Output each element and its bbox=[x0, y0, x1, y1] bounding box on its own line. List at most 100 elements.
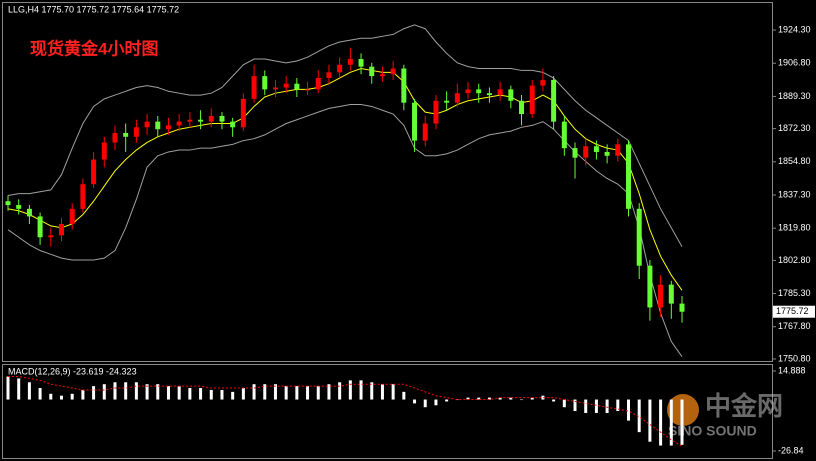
macd-bar bbox=[124, 382, 128, 400]
candle-body bbox=[551, 79, 557, 122]
macd-bar bbox=[231, 391, 235, 400]
candle-body bbox=[626, 144, 632, 209]
macd-bar bbox=[241, 388, 245, 400]
macd-bar bbox=[541, 395, 545, 400]
macd-bar bbox=[616, 399, 620, 412]
candle-body bbox=[305, 89, 311, 91]
macd-bar bbox=[145, 384, 149, 400]
candle-body bbox=[347, 59, 353, 65]
candle-body bbox=[476, 89, 482, 94]
macd-bar bbox=[498, 397, 502, 400]
candle-body bbox=[454, 93, 460, 103]
macd-bar bbox=[413, 399, 417, 404]
macd-bar bbox=[637, 399, 641, 433]
candle-body bbox=[497, 89, 503, 96]
macd-bar bbox=[327, 384, 331, 400]
macd-bar bbox=[38, 388, 42, 400]
candle-body bbox=[390, 68, 396, 75]
macd-bar bbox=[573, 399, 577, 412]
y-tick-label: 1819.80 bbox=[778, 223, 811, 233]
macd-bar bbox=[584, 399, 588, 413]
macd-bar bbox=[199, 388, 203, 400]
candle-body bbox=[358, 59, 364, 67]
candle-body bbox=[561, 121, 567, 149]
macd-bar bbox=[562, 399, 566, 408]
macd-bar bbox=[27, 382, 31, 400]
macd-bar bbox=[348, 380, 352, 400]
macd-bar bbox=[402, 391, 406, 400]
y-tick-label: 1750.80 bbox=[778, 353, 811, 363]
candle-body bbox=[658, 284, 664, 308]
macd-bar bbox=[252, 384, 256, 400]
macd-bar bbox=[156, 384, 160, 400]
macd-bar bbox=[477, 397, 481, 400]
candle-body bbox=[604, 151, 610, 156]
macd-bar bbox=[594, 399, 598, 413]
candle-body bbox=[16, 205, 22, 209]
candle-body bbox=[144, 121, 150, 128]
candle-body bbox=[572, 148, 578, 158]
candle-body bbox=[422, 123, 428, 141]
macd-bar bbox=[370, 382, 374, 400]
candle-body bbox=[283, 83, 289, 88]
watermark-logo: 中金网 bbox=[705, 391, 783, 421]
candle-body bbox=[69, 208, 75, 224]
y-tick-label: -26.84 bbox=[778, 445, 804, 455]
candle-body bbox=[101, 142, 107, 160]
candle-body bbox=[519, 100, 525, 115]
candle-body bbox=[465, 89, 471, 94]
macd-bar bbox=[338, 382, 342, 400]
candle-body bbox=[133, 127, 139, 137]
last-price-label: 1775.72 bbox=[776, 306, 809, 316]
candle-body bbox=[91, 159, 97, 185]
macd-bar bbox=[284, 386, 288, 400]
macd-bar bbox=[530, 397, 534, 400]
macd-bar bbox=[680, 399, 684, 445]
macd-bar bbox=[295, 386, 299, 400]
candle-body bbox=[272, 87, 278, 90]
candle-body bbox=[583, 146, 589, 158]
price-panel bbox=[2, 2, 773, 362]
candle-body bbox=[668, 284, 674, 304]
macd-bar bbox=[509, 397, 513, 400]
candle-body bbox=[26, 208, 32, 217]
y-tick-label: 1889.30 bbox=[778, 91, 811, 101]
candle-body bbox=[615, 144, 621, 156]
watermark-brand: SINO SOUND bbox=[668, 423, 757, 439]
macd-bar bbox=[306, 386, 310, 400]
candle-body bbox=[165, 125, 171, 130]
macd-bar bbox=[316, 386, 320, 400]
candle-body bbox=[240, 98, 246, 128]
candle-body bbox=[155, 121, 161, 130]
y-tick-label: 1785.30 bbox=[778, 288, 811, 298]
candle-body bbox=[315, 78, 321, 90]
candle-body bbox=[112, 132, 118, 143]
candle-body bbox=[80, 184, 86, 209]
candle-body bbox=[48, 235, 54, 238]
macd-bar bbox=[92, 386, 96, 400]
macd-bar bbox=[359, 380, 363, 400]
candle-body bbox=[433, 100, 439, 124]
macd-bar bbox=[434, 399, 438, 406]
candle-body bbox=[508, 89, 514, 101]
bollinger-upper bbox=[7, 24, 683, 247]
macd-bar bbox=[134, 382, 138, 400]
macd-bar bbox=[209, 389, 213, 400]
candle-body bbox=[208, 115, 214, 122]
candle-body bbox=[540, 79, 546, 86]
bollinger-lower bbox=[7, 104, 683, 357]
y-tick-label: 1924.30 bbox=[778, 24, 811, 34]
macd-bar bbox=[627, 399, 631, 421]
candle-body bbox=[337, 64, 343, 73]
candle-body bbox=[401, 68, 407, 103]
macd-panel bbox=[2, 364, 773, 459]
y-tick-label: 1872.30 bbox=[778, 123, 811, 133]
candle-body bbox=[58, 223, 64, 236]
macd-bar bbox=[659, 399, 663, 446]
candle-body bbox=[123, 132, 129, 137]
y-tick-label: 1767.80 bbox=[778, 321, 811, 331]
candle-body bbox=[636, 208, 642, 266]
candle-body bbox=[262, 76, 268, 90]
